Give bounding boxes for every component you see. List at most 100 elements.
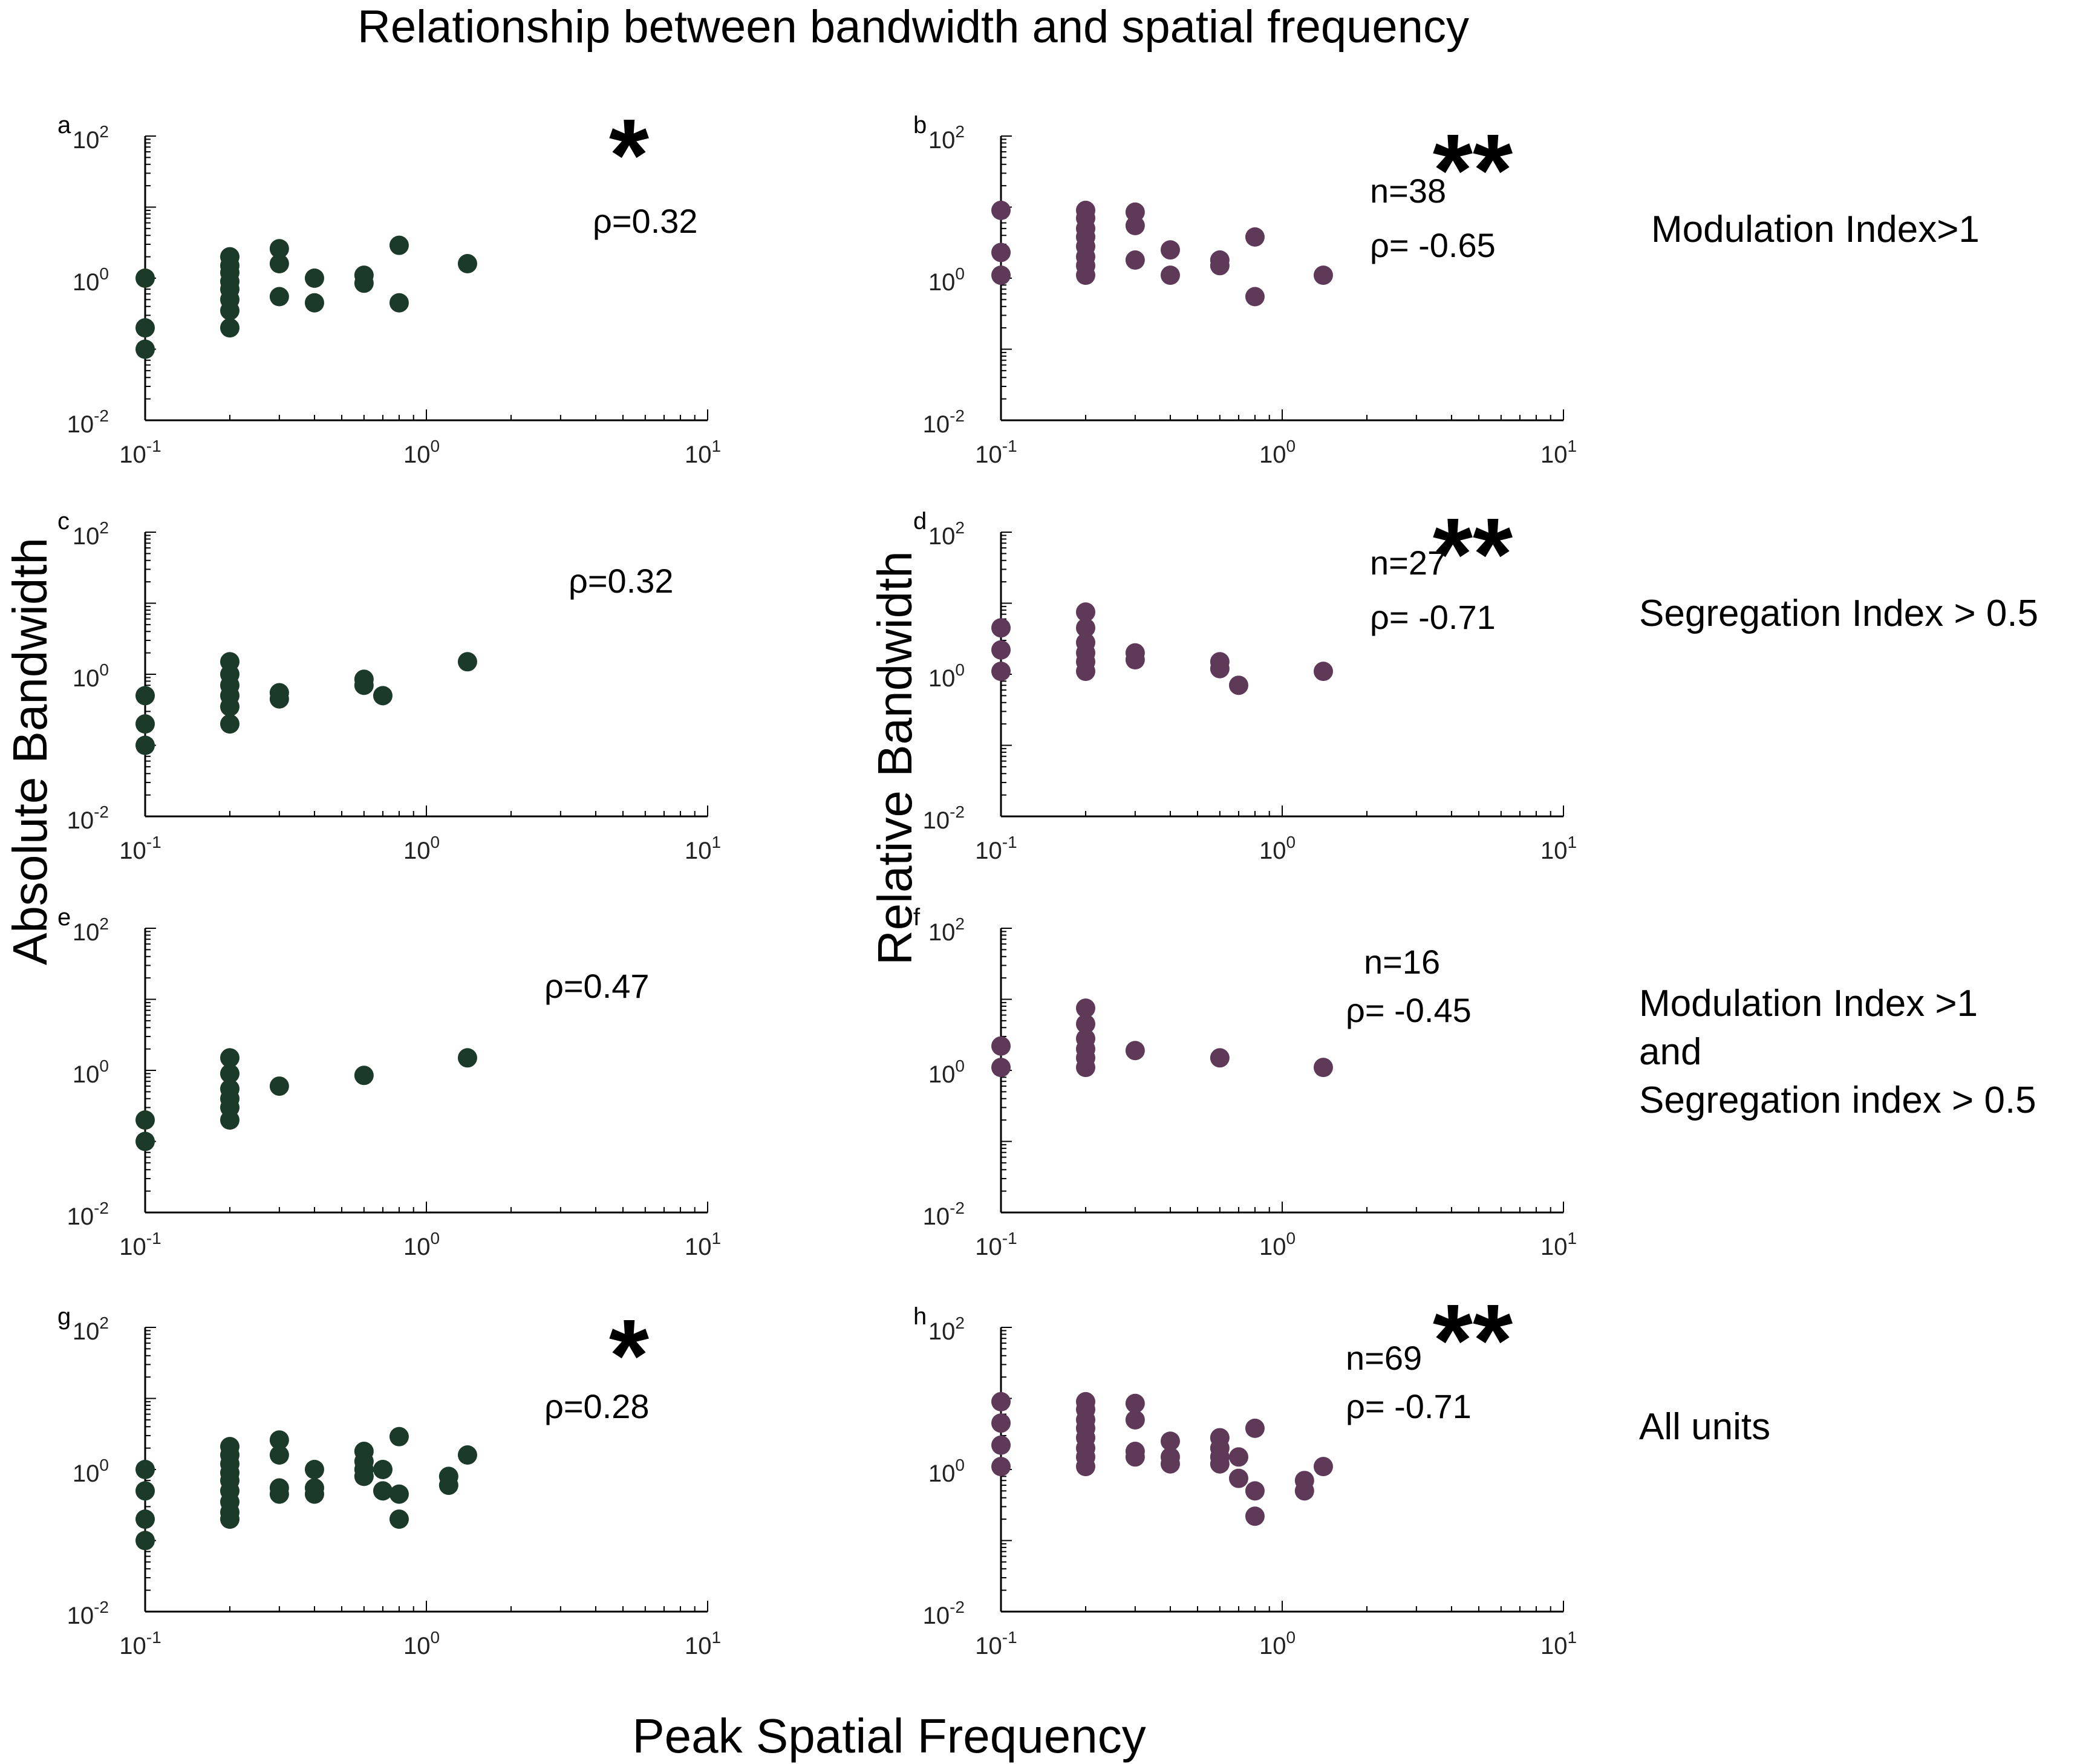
data-point bbox=[457, 254, 477, 274]
data-point bbox=[1228, 1468, 1248, 1488]
data-point bbox=[1125, 202, 1145, 222]
x-tick-label: 100 bbox=[403, 1229, 440, 1260]
data-point bbox=[269, 1484, 289, 1504]
data-point bbox=[354, 1466, 374, 1486]
y-tick-label: 102 bbox=[73, 122, 109, 154]
x-tick-label: 101 bbox=[685, 1628, 721, 1659]
data-point bbox=[1245, 227, 1265, 247]
rho-label: ρ= -0.71 bbox=[1370, 598, 1496, 636]
data-point bbox=[1075, 1457, 1095, 1477]
data-point bbox=[991, 1036, 1011, 1056]
row-label-4: All units bbox=[1639, 1406, 1771, 1448]
data-point bbox=[389, 235, 409, 255]
y-tick-label: 102 bbox=[73, 1313, 109, 1345]
data-point bbox=[354, 273, 374, 293]
x-tick-label: 101 bbox=[685, 1229, 721, 1260]
x-tick-label: 101 bbox=[1540, 1628, 1577, 1659]
data-point bbox=[135, 318, 155, 338]
y-tick-label: 100 bbox=[73, 264, 109, 296]
data-point bbox=[220, 1048, 240, 1068]
data-point bbox=[304, 293, 324, 313]
y-tick-label: 102 bbox=[928, 914, 965, 946]
data-point bbox=[991, 200, 1011, 220]
data-point bbox=[1245, 287, 1265, 307]
data-point bbox=[269, 239, 289, 259]
data-point bbox=[1313, 1058, 1333, 1078]
rho-label: ρ=0.28 bbox=[544, 1387, 650, 1425]
data-point bbox=[220, 1110, 240, 1130]
data-point bbox=[991, 1435, 1011, 1455]
x-tick-label: 10-1 bbox=[975, 437, 1017, 468]
y-tick-label: 102 bbox=[73, 518, 109, 550]
y-tick-label: 102 bbox=[73, 914, 109, 946]
data-point bbox=[1210, 1048, 1230, 1068]
n-label: n=16 bbox=[1364, 943, 1440, 981]
data-point bbox=[269, 1430, 289, 1450]
data-point bbox=[1075, 998, 1095, 1018]
data-point bbox=[457, 1445, 477, 1465]
panel-letter: e bbox=[57, 904, 71, 931]
x-tick-label: 10-1 bbox=[975, 1628, 1017, 1659]
significance-stars: ** bbox=[1433, 113, 1513, 228]
data-point bbox=[220, 301, 240, 321]
panel-letter: c bbox=[57, 508, 70, 535]
data-point bbox=[1125, 1393, 1145, 1413]
y-tick-label: 100 bbox=[928, 1056, 965, 1088]
data-point bbox=[1075, 602, 1095, 622]
y-tick-label: 10-2 bbox=[923, 1199, 965, 1230]
x-tick-label: 101 bbox=[685, 833, 721, 864]
panel-letter: f bbox=[913, 904, 921, 931]
data-point bbox=[1210, 256, 1230, 276]
data-point bbox=[389, 1484, 409, 1504]
data-point bbox=[1245, 1418, 1265, 1438]
significance-stars: * bbox=[609, 98, 649, 213]
x-tick-label: 101 bbox=[1540, 833, 1577, 864]
y-tick-label: 102 bbox=[928, 1313, 965, 1345]
y-tick-label: 102 bbox=[928, 122, 965, 154]
data-point bbox=[220, 714, 240, 734]
data-point bbox=[220, 697, 240, 717]
data-point bbox=[1125, 1041, 1145, 1061]
data-point bbox=[135, 714, 155, 734]
x-tick-label: 100 bbox=[1259, 1229, 1296, 1260]
data-point bbox=[1228, 1447, 1248, 1467]
x-tick-label: 100 bbox=[1259, 437, 1296, 468]
x-tick-label: 100 bbox=[403, 437, 440, 468]
x-tick-label: 100 bbox=[403, 1628, 440, 1659]
rho-label: ρ= -0.45 bbox=[1346, 991, 1472, 1029]
data-point bbox=[991, 265, 1011, 285]
data-point bbox=[135, 1481, 155, 1501]
data-point bbox=[1075, 618, 1095, 638]
y-tick-label: 10-2 bbox=[923, 406, 965, 438]
x-tick-label: 10-1 bbox=[119, 1628, 161, 1659]
y-tick-label: 100 bbox=[73, 1056, 109, 1088]
data-point bbox=[1313, 265, 1333, 285]
y-tick-label: 10-2 bbox=[923, 802, 965, 834]
data-point bbox=[304, 269, 324, 288]
data-point bbox=[1245, 1481, 1265, 1501]
row-label-1: Modulation Index>1 bbox=[1651, 209, 1980, 250]
data-point bbox=[1210, 659, 1230, 679]
row-label-2: Segregation Index > 0.5 bbox=[1639, 593, 2039, 634]
data-point bbox=[1125, 650, 1145, 670]
data-point bbox=[1245, 1506, 1265, 1526]
data-point bbox=[991, 1058, 1011, 1078]
data-point bbox=[1125, 1447, 1145, 1467]
data-point bbox=[389, 1427, 409, 1447]
x-tick-label: 100 bbox=[403, 833, 440, 864]
data-point bbox=[304, 1484, 324, 1504]
rho-label: ρ= -0.65 bbox=[1370, 226, 1496, 264]
data-point bbox=[1228, 675, 1248, 695]
rho-label: ρ= -0.71 bbox=[1346, 1387, 1472, 1425]
data-point bbox=[354, 675, 374, 695]
y-tick-label: 10-2 bbox=[67, 1199, 109, 1230]
row-label-3: Modulation Index >1 and Segregation inde… bbox=[1639, 983, 2036, 1121]
data-point bbox=[354, 1066, 374, 1085]
data-point bbox=[991, 242, 1011, 262]
n-label: n=69 bbox=[1346, 1339, 1422, 1377]
y-tick-label: 100 bbox=[928, 264, 965, 296]
data-point bbox=[457, 652, 477, 672]
